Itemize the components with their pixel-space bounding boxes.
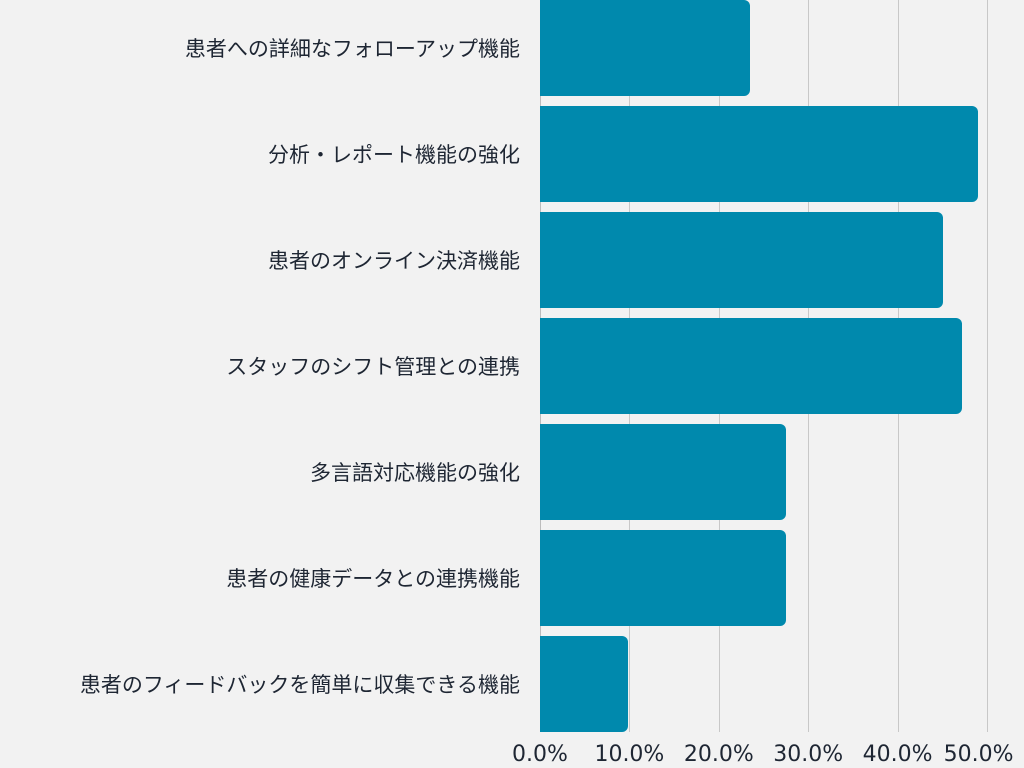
gridline bbox=[987, 0, 988, 732]
category-label: スタッフのシフト管理との連携 bbox=[226, 355, 520, 379]
category-label: 患者のオンライン決済機能 bbox=[268, 249, 520, 273]
x-tick-label: 0.0% bbox=[512, 742, 568, 767]
bar bbox=[540, 212, 944, 308]
category-label: 患者への詳細なフォローアップ機能 bbox=[184, 37, 520, 61]
x-tick-label: 30.0% bbox=[773, 742, 844, 767]
bar bbox=[540, 424, 786, 520]
category-label: 患者のフィードバックを簡単に収集できる機能 bbox=[79, 673, 520, 697]
x-tick-label: 10.0% bbox=[594, 742, 665, 767]
bar bbox=[540, 318, 962, 414]
x-tick-label: 20.0% bbox=[683, 742, 754, 767]
x-tick-label: 50.0% bbox=[943, 742, 1014, 767]
x-tick-label: 40.0% bbox=[862, 742, 933, 767]
bar bbox=[540, 530, 786, 626]
bar bbox=[540, 106, 979, 202]
category-label: 分析・レポート機能の強化 bbox=[268, 143, 520, 167]
bar bbox=[540, 636, 628, 732]
bar bbox=[540, 0, 751, 96]
category-label: 多言語対応機能の強化 bbox=[310, 461, 520, 485]
category-label: 患者の健康データとの連携機能 bbox=[226, 567, 520, 591]
